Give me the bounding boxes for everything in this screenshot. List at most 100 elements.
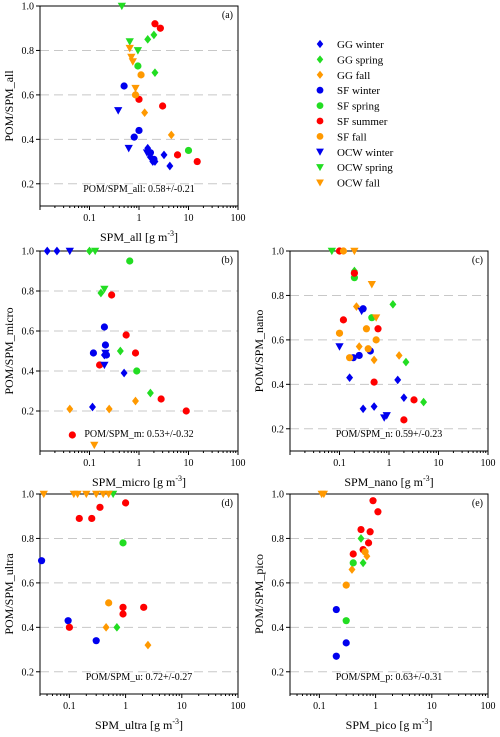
legend-label: SF summer: [337, 116, 388, 128]
y-tick-label: 0.4: [272, 380, 285, 391]
x-axis-label: SPM_ultra [g m-3]: [95, 717, 183, 732]
legend-label: GG spring: [337, 54, 384, 66]
data-point: [342, 581, 350, 589]
data-point: [99, 490, 108, 499]
data-point: [102, 623, 110, 632]
legend-label: SF winter: [337, 85, 380, 97]
y-axis-label: POM/SPM_micro: [2, 307, 16, 394]
x-tick-label: 0.1: [83, 213, 96, 224]
x-tick-label: 10: [434, 458, 444, 469]
data-point: [39, 490, 48, 499]
data-point: [88, 514, 96, 523]
data-point: [357, 534, 365, 543]
y-tick-label: 1.0: [272, 247, 285, 258]
y-tick-label: 1.0: [22, 247, 35, 258]
data-point: [105, 599, 113, 607]
panel-d: 0.2 0.4 0.6 0.8 1.0 0.1 1 10 100 SPM_ultra [g m-3…: [2, 490, 246, 733]
panel-label: (b): [221, 255, 233, 266]
data-point: [420, 397, 428, 407]
legend-label: SF fall: [337, 131, 367, 143]
legend: GG winter GG spring GG fall SF winter SF spr…: [316, 39, 394, 190]
data-point: [361, 548, 369, 556]
data-point: [119, 603, 127, 611]
panel-label: (c): [472, 255, 483, 266]
y-tick-label: 0.8: [272, 291, 285, 302]
legend-marker: [316, 102, 324, 109]
x-tick-label: 0.1: [313, 701, 326, 712]
data-point: [133, 367, 141, 375]
data-point: [400, 416, 408, 424]
data-point: [374, 325, 382, 333]
data-point: [382, 412, 391, 420]
legend-label: SF spring: [337, 101, 380, 113]
legend-item: OCW spring: [316, 162, 393, 174]
data-point: [167, 130, 175, 140]
data-point: [350, 269, 359, 277]
data-point: [395, 351, 403, 360]
legend-marker: [316, 86, 324, 94]
data-point: [362, 325, 371, 333]
legend-marker: [316, 179, 324, 187]
panel-label: (e): [472, 498, 483, 509]
plot-frame: [39, 493, 239, 695]
data-point: [400, 393, 408, 402]
data-point: [125, 38, 134, 46]
data-point: [132, 396, 139, 406]
y-tick-label: 0.4: [22, 623, 35, 634]
data-point: [370, 402, 378, 411]
x-tick-label: 1: [137, 213, 142, 224]
data-point: [105, 404, 113, 414]
data-point: [144, 35, 152, 44]
y-tick-label: 0.8: [272, 534, 285, 545]
x-axis-label: SPM_all [g m-3]: [100, 229, 178, 244]
y-tick-label: 0.4: [22, 135, 35, 146]
data-point: [92, 490, 101, 499]
data-point: [119, 539, 127, 547]
y-tick-label: 0.8: [22, 534, 35, 545]
data-point: [355, 342, 363, 351]
data-point: [150, 155, 158, 163]
panel-e: 0.2 0.4 0.6 0.8 1.0 0.1 1 10 100 SPM_pico [g m-3]…: [252, 490, 496, 733]
data-point: [342, 617, 350, 625]
data-point: [339, 316, 348, 324]
data-point: [122, 331, 130, 339]
legend-marker: [316, 133, 324, 140]
data-point: [410, 396, 418, 404]
x-tick-label: 10: [184, 213, 194, 224]
x-axis-label: SPM_pico [g m-3]: [346, 717, 433, 732]
plot-frame: [39, 250, 239, 452]
y-tick-label: 0.6: [272, 335, 285, 346]
legend-label: OCW spring: [337, 162, 393, 174]
data-point: [372, 314, 381, 322]
plot-frame: [289, 493, 489, 695]
stats-annotation: POM/SPM_all: 0.58+/-0.21: [83, 184, 195, 195]
legend-marker: [316, 117, 324, 125]
stats-annotation: POM/SPM_m: 0.53+/-0.32: [84, 429, 193, 440]
legend-item: SF winter: [316, 85, 380, 97]
y-tick-label: 0.6: [272, 578, 285, 589]
data-point: [349, 559, 357, 567]
data-point: [92, 637, 100, 645]
data-point: [332, 652, 340, 660]
data-point: [104, 490, 113, 499]
y-tick-label: 1.0: [22, 490, 35, 501]
data-point: [130, 133, 138, 141]
x-tick-label: 100: [481, 458, 496, 469]
data-point: [97, 288, 105, 298]
data-point: [142, 149, 152, 157]
data-point: [151, 20, 159, 28]
panel-c: 0.2 0.4 0.6 0.8 1.0 0.1 1 10 100 SPM_nano [g m-3]…: [252, 247, 496, 490]
panel-label: (a): [222, 10, 233, 21]
stats-annotation: POM/SPM_n: 0.59+/-0.23: [336, 429, 443, 440]
legend-item: GG winter: [316, 39, 384, 51]
x-tick-label: 100: [231, 213, 246, 224]
y-axis-label: POM/SPM_all: [2, 70, 16, 142]
data-point: [89, 349, 98, 357]
data-point: [101, 341, 110, 349]
y-axis-label: POM/SPM_ultra: [2, 553, 16, 635]
data-point: [160, 150, 168, 160]
legend-label: GG fall: [337, 70, 370, 82]
data-point: [53, 246, 61, 256]
data-point: [127, 53, 136, 62]
